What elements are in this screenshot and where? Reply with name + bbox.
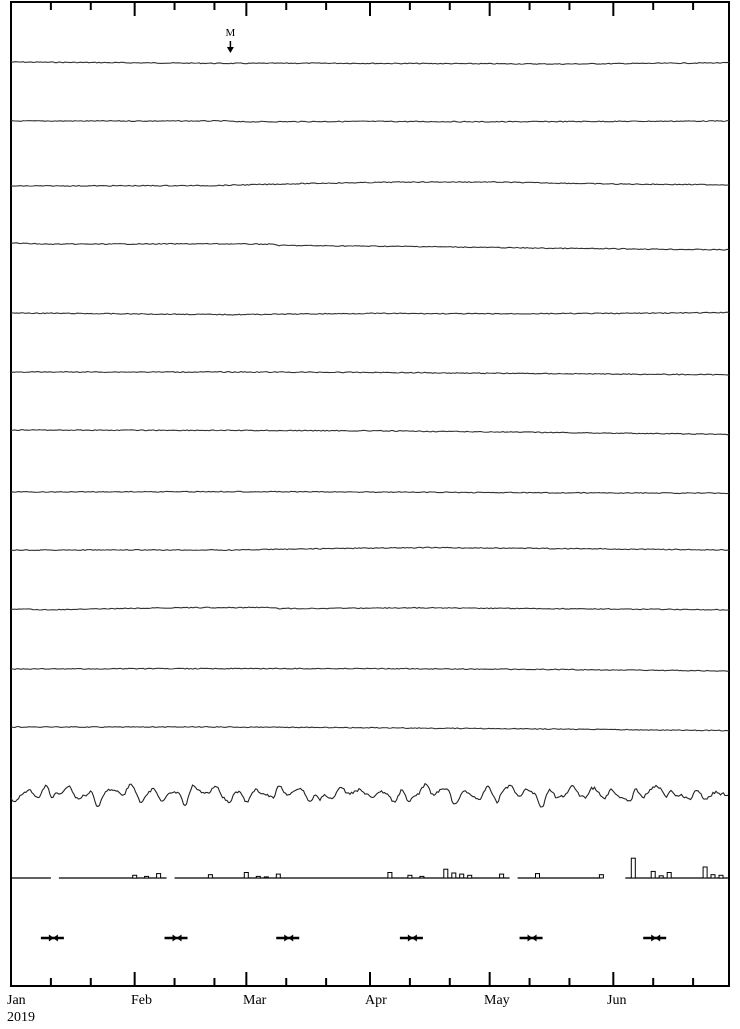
bar-19 — [630, 857, 636, 879]
bar-25 — [718, 874, 724, 879]
marker-label: M — [226, 27, 236, 39]
month-label-jun: Jun — [607, 993, 626, 1008]
bar-24 — [710, 874, 716, 879]
bar-14 — [459, 873, 465, 879]
trace-line-5 — [10, 311, 730, 316]
bar-20 — [650, 870, 656, 879]
bar-12 — [443, 868, 449, 879]
span-marker-6 — [643, 934, 667, 942]
span-marker-2 — [164, 934, 188, 942]
trace-line-11 — [10, 667, 730, 672]
trace-line-8 — [10, 490, 730, 495]
oscillating-trace — [10, 782, 729, 808]
plot-frame — [10, 1, 730, 987]
bar-13 — [451, 872, 457, 879]
month-label-feb: Feb — [131, 993, 152, 1008]
bar-11 — [419, 875, 425, 879]
bar-18 — [598, 874, 604, 879]
bar-5 — [243, 872, 249, 879]
year-label: 2019 — [7, 1010, 35, 1025]
trace-line-3 — [10, 180, 730, 187]
span-marker-3 — [276, 934, 300, 942]
bar-4 — [207, 874, 213, 879]
top-axis-ticks — [10, 2, 695, 16]
bar-10 — [407, 874, 413, 879]
span-marker-1 — [40, 934, 64, 942]
bar-2 — [144, 875, 150, 879]
bar-21 — [658, 875, 664, 879]
bar-series — [11, 857, 729, 879]
bar-15 — [467, 874, 473, 879]
span-marker-5 — [519, 934, 543, 942]
bottom-axis-ticks — [10, 972, 695, 986]
trace-line-2 — [10, 119, 730, 123]
month-label-apr: Apr — [365, 993, 387, 1008]
trace-line-6 — [10, 370, 730, 376]
month-label-mar: Mar — [243, 993, 267, 1008]
bar-3 — [156, 873, 162, 879]
trace-line-12 — [10, 725, 730, 732]
month-label-jan: Jan — [7, 993, 26, 1008]
down-arrow-icon — [226, 41, 234, 53]
trace-line-9 — [10, 546, 730, 551]
bar-1 — [132, 874, 138, 879]
bar-17 — [535, 873, 540, 879]
bar-16 — [499, 873, 505, 879]
month-label-may: May — [484, 993, 510, 1008]
trace-line-1 — [10, 61, 730, 65]
bar-22 — [666, 872, 672, 879]
trace-line-4 — [10, 242, 730, 251]
trace-line-7 — [10, 429, 730, 436]
month-label-group: Jan Feb Mar Apr May Jun 2019 — [7, 993, 626, 1025]
bar-7 — [263, 876, 269, 879]
span-marker-4 — [399, 934, 423, 942]
bar-9 — [387, 872, 393, 879]
bar-8 — [275, 873, 281, 879]
trace-line-10 — [10, 606, 730, 611]
span-markers — [40, 934, 667, 942]
bar-23 — [702, 866, 708, 879]
bar-6 — [255, 875, 261, 879]
trace-group — [10, 61, 730, 808]
